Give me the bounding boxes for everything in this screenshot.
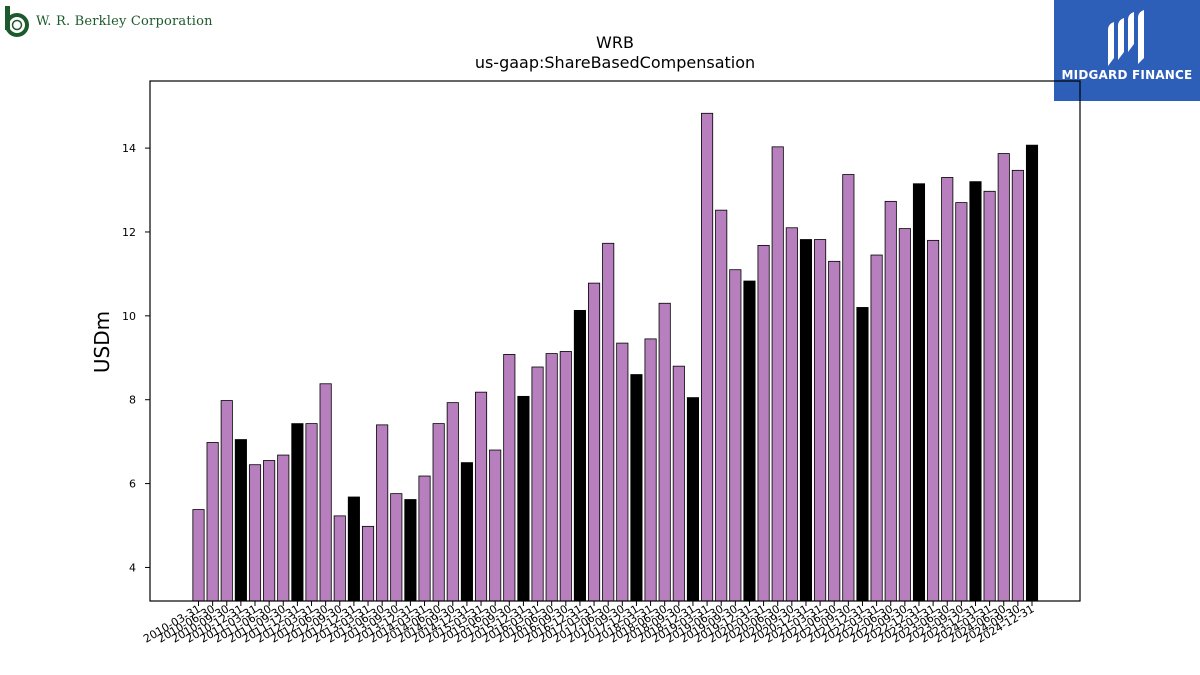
bar-2011-09-30 [277,454,290,602]
chart-subtitle: us-gaap:ShareBasedCompensation [475,53,755,72]
bar-2015-03-31 [474,391,488,602]
bar-2012-09-30 [333,515,346,602]
bar-2014-12-31 [460,462,473,602]
bar-2017-06-30 [602,242,615,602]
y-tick-label: 10 [122,310,136,323]
bar-2014-09-30 [446,402,459,602]
x-axis: 2010-03-312010-06-302010-09-302010-12-31… [141,601,1037,646]
bar-2016-12-31 [573,309,586,602]
bar-group [192,112,1039,602]
bar-2020-06-30 [771,146,784,602]
bar-2020-03-31 [757,244,770,602]
bar-2017-09-30 [616,342,629,602]
bar-2014-06-30 [432,423,445,602]
bar-2011-03-31 [248,464,262,602]
brand-name: MIDGARD FINANCE [1061,68,1193,82]
y-tick-label: 6 [129,478,136,491]
bar-2022-12-31 [912,183,926,602]
bar-2013-03-31 [361,525,375,602]
company-logo: W. R. Berkley Corporation [4,4,213,38]
bar-2019-09-30 [729,269,742,602]
bar-2018-03-31 [644,338,657,602]
company-name: W. R. Berkley Corporation [36,13,213,29]
bar-2018-06-30 [658,302,671,602]
bar-2023-12-31 [969,181,982,602]
bar-2023-09-30 [955,202,968,602]
bar-2024-03-31 [983,190,996,602]
bar-2013-12-31 [404,499,417,602]
y-tick-label: 14 [122,142,136,155]
bar-2021-12-31 [856,307,869,602]
bar-2013-06-30 [376,424,389,602]
y-tick-label: 12 [122,226,136,239]
y-tick-label: 8 [129,394,136,407]
y-axis: 4 6 8 10 12 14 [122,142,150,574]
bar-2016-09-30 [559,351,572,602]
bar-2024-12-31 [1025,144,1039,602]
bar-2015-09-30 [503,354,516,602]
y-tick-label: 4 [129,561,136,574]
bar-2021-09-30 [842,174,855,602]
bar-2010-12-31 [234,439,247,602]
bar-2011-12-31 [291,423,304,602]
y-axis-label: USDm [90,311,114,373]
bar-2021-03-31 [814,239,827,602]
bar-2019-06-30 [715,209,728,602]
chart-title: WRB [596,33,634,52]
bar-2015-06-30 [489,449,502,602]
bar-2010-09-30 [220,400,233,602]
bar-2012-06-30 [319,383,332,602]
bar-2010-06-30 [206,442,219,602]
bar-2023-03-31 [927,239,940,602]
bar-2015-12-31 [517,395,530,602]
bar-2024-09-30 [1011,169,1024,602]
bar-2010-03-31 [192,509,205,602]
bar-2012-03-31 [305,423,318,602]
bar-2012-12-31 [347,496,360,602]
bar-2019-12-31 [743,280,756,602]
bar-2022-09-30 [898,228,911,602]
bar-2016-06-30 [545,353,558,602]
brand-logo: MIDGARD FINANCE [1054,0,1200,101]
bar-2022-03-31 [870,254,883,602]
bar-2014-03-31 [418,475,431,602]
bar-2021-06-30 [828,260,841,602]
bar-2022-06-30 [884,200,897,602]
plot-frame [149,80,1081,602]
bar-2019-03-31 [701,112,714,602]
bar-2017-03-31 [588,282,601,602]
bar-2018-09-30 [672,365,685,602]
bar-2018-12-31 [686,397,699,602]
bar-2024-06-30 [997,153,1010,602]
bar-2020-09-30 [785,227,798,602]
bar-2013-09-30 [390,493,403,602]
bar-2020-12-31 [799,239,813,602]
bar-2011-06-30 [263,460,276,602]
bar-2016-03-31 [531,366,544,602]
bar-2017-12-31 [630,374,643,602]
berkley-b-icon [5,6,29,37]
bar-2023-06-30 [941,177,954,602]
midgard-m-icon [1108,10,1144,66]
